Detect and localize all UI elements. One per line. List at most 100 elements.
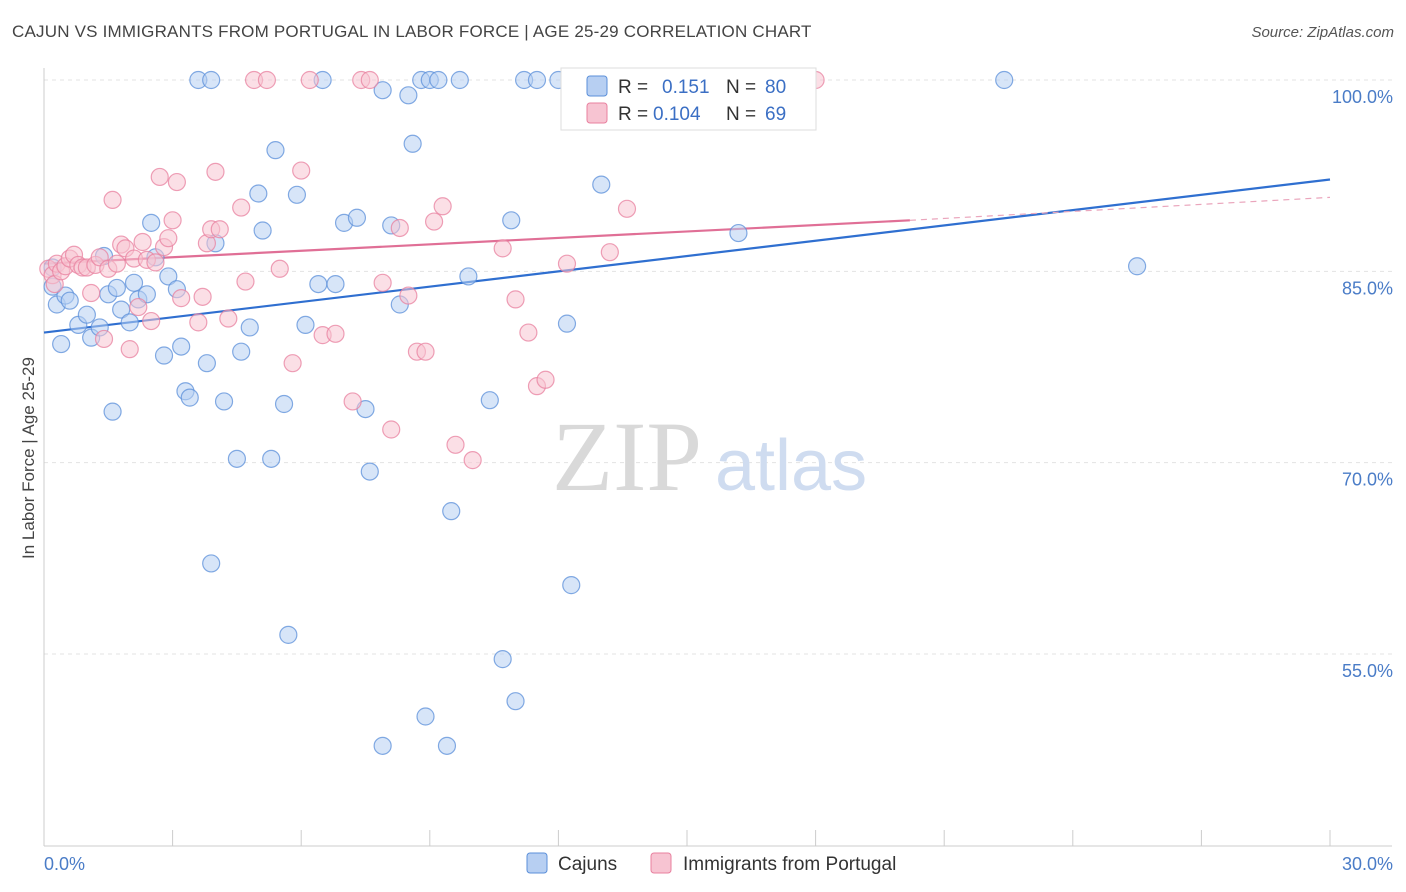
y-tick-label: 70.0% <box>1342 470 1393 490</box>
data-point <box>480 391 499 410</box>
series-legend-label-portugal: Immigrants from Portugal <box>683 854 896 875</box>
series-legend-swatch-portugal <box>650 852 672 874</box>
data-point <box>232 342 251 361</box>
data-point <box>506 692 525 711</box>
data-point <box>416 342 435 361</box>
data-point <box>214 392 234 411</box>
data-point <box>592 175 611 194</box>
data-point <box>373 81 392 100</box>
source-label: Source: ZipAtlas.com <box>1251 24 1394 41</box>
data-point <box>493 239 512 258</box>
data-point <box>437 736 457 755</box>
data-point <box>536 370 555 389</box>
x-tick-label: 30.0% <box>1342 854 1393 874</box>
chart-title: CAJUN VS IMMIGRANTS FROM PORTUGAL IN LAB… <box>12 22 812 41</box>
data-point <box>60 291 79 310</box>
data-point <box>159 267 178 286</box>
y-tick-label: 85.0% <box>1342 278 1393 298</box>
legend-n-value-cajuns: 80 <box>765 77 786 98</box>
legend-n-value-portugal: 69 <box>765 104 786 125</box>
data-point <box>150 167 169 187</box>
data-point <box>253 221 272 240</box>
data-point <box>326 324 345 343</box>
data-point <box>493 650 512 669</box>
data-point <box>193 287 212 306</box>
data-point <box>82 283 101 303</box>
data-point <box>219 309 238 328</box>
data-point <box>506 290 525 309</box>
data-point <box>197 354 216 373</box>
data-point <box>159 229 178 248</box>
y-tick-label: 100.0% <box>1332 87 1393 107</box>
x-tick-labels: 0.0% 30.0% <box>44 854 1393 874</box>
data-point <box>283 354 302 373</box>
data-point <box>240 318 259 337</box>
data-point <box>206 162 225 181</box>
data-point <box>189 313 208 332</box>
data-point <box>382 420 401 439</box>
data-point <box>107 254 126 273</box>
data-point <box>107 278 126 298</box>
watermark: ZIP atlas <box>552 401 867 512</box>
data-point <box>399 286 418 305</box>
data-point <box>279 625 298 644</box>
data-point <box>300 70 319 90</box>
data-point <box>600 243 619 262</box>
data-point <box>120 340 139 359</box>
data-point <box>257 70 277 90</box>
data-point <box>463 451 482 470</box>
data-point <box>326 274 345 294</box>
data-point <box>172 289 191 308</box>
data-point <box>995 70 1014 90</box>
data-point <box>270 259 289 278</box>
data-point <box>287 185 307 204</box>
watermark-zip: ZIP <box>552 401 702 512</box>
x-tick-label: 0.0% <box>44 854 85 874</box>
data-point <box>210 220 229 239</box>
data-point <box>142 311 161 331</box>
data-point <box>52 334 71 354</box>
data-point <box>146 253 165 272</box>
data-point <box>309 274 328 294</box>
y-axis-label: In Labor Force | Age 25-29 <box>19 357 38 559</box>
y-tick-labels: 100.0% 85.0% 70.0% 55.0% <box>1332 87 1393 681</box>
data-point <box>129 297 148 317</box>
series-points-portugal <box>39 70 825 470</box>
series-legend-label-cajuns: Cajuns <box>558 854 617 875</box>
data-point <box>133 232 152 252</box>
legend-n-label-cajuns: N = <box>726 77 756 98</box>
trendline-extension-portugal <box>909 196 1331 221</box>
legend-r-value-cajuns: 0.151 <box>662 77 710 98</box>
data-point <box>202 70 221 90</box>
data-point <box>347 208 367 227</box>
legend-swatch-cajuns <box>586 75 608 97</box>
data-point <box>103 190 122 210</box>
data-point <box>202 554 221 573</box>
data-point <box>77 305 96 324</box>
data-point <box>292 161 311 180</box>
data-point <box>137 285 156 304</box>
data-point <box>232 198 251 217</box>
legend-n-label-portugal: N = <box>726 104 756 125</box>
data-point <box>266 141 285 160</box>
y-tick-label: 55.0% <box>1342 661 1393 681</box>
data-point <box>227 449 246 468</box>
legend-swatch-portugal <box>586 102 608 124</box>
data-point <box>373 273 392 292</box>
data-point <box>296 315 315 335</box>
data-point <box>373 736 392 755</box>
data-point <box>172 337 191 356</box>
trendlines <box>43 178 1331 334</box>
stats-legend: R = 0.151 N = 80 R = 0.104 N = 69 <box>560 67 817 131</box>
data-point <box>154 346 174 365</box>
data-point <box>120 313 139 332</box>
data-point <box>180 388 199 407</box>
axes <box>43 68 1392 847</box>
legend-r-value-portugal: 0.104 <box>653 104 701 125</box>
data-point <box>424 212 444 231</box>
data-point <box>729 223 748 243</box>
data-point <box>557 314 577 333</box>
data-point <box>360 462 379 481</box>
data-point <box>236 272 255 291</box>
